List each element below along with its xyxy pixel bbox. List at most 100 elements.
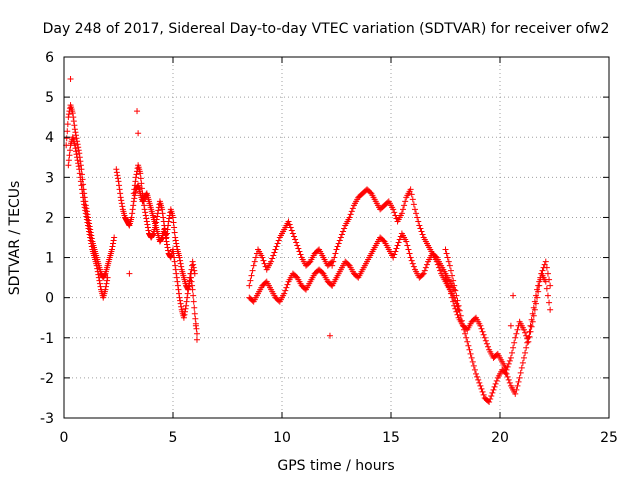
data-point bbox=[391, 251, 398, 258]
data-point bbox=[337, 234, 344, 241]
data-point bbox=[76, 166, 83, 173]
data-point bbox=[177, 260, 184, 267]
data-point bbox=[138, 185, 145, 192]
data-point bbox=[187, 274, 194, 281]
data-point bbox=[67, 76, 74, 83]
data-point bbox=[272, 246, 279, 253]
data-point bbox=[117, 190, 124, 197]
data-point bbox=[190, 292, 197, 299]
data-point bbox=[380, 237, 387, 244]
data-point bbox=[162, 235, 169, 242]
data-point bbox=[172, 237, 179, 244]
data-point bbox=[261, 260, 268, 267]
data-point bbox=[349, 205, 356, 212]
data-point bbox=[330, 258, 337, 265]
data-point bbox=[183, 298, 190, 305]
data-point bbox=[162, 232, 169, 239]
y-tick-label: 3 bbox=[45, 170, 54, 186]
y-tick-label: 0 bbox=[45, 291, 54, 307]
data-point bbox=[334, 243, 341, 250]
data-point bbox=[184, 294, 191, 301]
data-point bbox=[452, 305, 459, 312]
data-point bbox=[530, 312, 537, 319]
data-point bbox=[165, 222, 172, 229]
data-point bbox=[247, 277, 254, 284]
data-point bbox=[543, 285, 550, 292]
data-point bbox=[75, 160, 82, 167]
data-point bbox=[137, 170, 144, 177]
data-point bbox=[346, 214, 353, 221]
data-point bbox=[341, 225, 348, 232]
data-point bbox=[71, 126, 78, 133]
data-point bbox=[153, 219, 160, 226]
data-point bbox=[542, 278, 549, 285]
data-point bbox=[191, 310, 198, 317]
data-point bbox=[71, 122, 78, 129]
data-point bbox=[520, 354, 527, 361]
data-point bbox=[87, 237, 94, 244]
data-point bbox=[394, 242, 401, 249]
data-point bbox=[101, 271, 108, 278]
data-point bbox=[544, 270, 551, 277]
data-point bbox=[464, 338, 471, 345]
data-point bbox=[83, 216, 90, 223]
data-point bbox=[294, 242, 301, 249]
data-point bbox=[392, 212, 399, 219]
data-point bbox=[177, 300, 184, 307]
data-point bbox=[333, 246, 340, 253]
data-point bbox=[82, 210, 89, 217]
data-point bbox=[275, 237, 282, 244]
data-point bbox=[531, 306, 538, 313]
data-point bbox=[142, 209, 149, 216]
data-point bbox=[173, 274, 180, 281]
data-point bbox=[539, 267, 546, 274]
data-point bbox=[340, 228, 347, 235]
data-point bbox=[246, 282, 253, 289]
data-point bbox=[456, 307, 463, 314]
data-point bbox=[293, 239, 300, 246]
data-point bbox=[296, 248, 303, 255]
y-axis-label: SDTVAR / TECUs bbox=[7, 181, 23, 296]
data-point bbox=[391, 209, 398, 216]
data-point bbox=[516, 374, 523, 381]
data-point bbox=[173, 240, 180, 247]
data-point bbox=[161, 229, 168, 236]
data-point bbox=[404, 242, 411, 249]
data-point bbox=[443, 250, 450, 257]
data-point bbox=[183, 302, 190, 309]
data-point bbox=[473, 370, 480, 377]
data-point bbox=[192, 322, 199, 329]
data-point bbox=[189, 258, 196, 265]
data-point bbox=[110, 237, 117, 244]
data-point bbox=[113, 166, 120, 173]
data-point bbox=[396, 236, 403, 243]
data-point bbox=[480, 331, 487, 338]
data-point bbox=[119, 203, 126, 210]
data-point bbox=[451, 302, 458, 309]
data-point bbox=[174, 278, 181, 285]
data-point bbox=[189, 286, 196, 293]
data-point bbox=[535, 288, 542, 295]
data-point bbox=[529, 318, 536, 325]
data-point bbox=[193, 325, 200, 332]
data-point bbox=[520, 326, 527, 333]
data-point bbox=[527, 328, 534, 335]
data-point bbox=[72, 145, 79, 152]
x-tick-label: 5 bbox=[169, 430, 178, 446]
data-point bbox=[546, 299, 553, 306]
data-point bbox=[491, 383, 498, 390]
data-point bbox=[269, 255, 276, 262]
data-point bbox=[65, 157, 72, 164]
data-point bbox=[74, 141, 81, 148]
data-point bbox=[94, 268, 101, 275]
x-tick-label: 15 bbox=[382, 430, 400, 446]
data-point bbox=[153, 216, 160, 223]
data-point bbox=[77, 178, 84, 185]
data-point bbox=[171, 258, 178, 265]
data-point bbox=[73, 151, 80, 158]
data-point bbox=[410, 201, 417, 208]
data-point bbox=[393, 245, 400, 252]
data-point bbox=[70, 114, 77, 121]
data-point bbox=[108, 246, 115, 253]
data-point bbox=[128, 214, 135, 221]
